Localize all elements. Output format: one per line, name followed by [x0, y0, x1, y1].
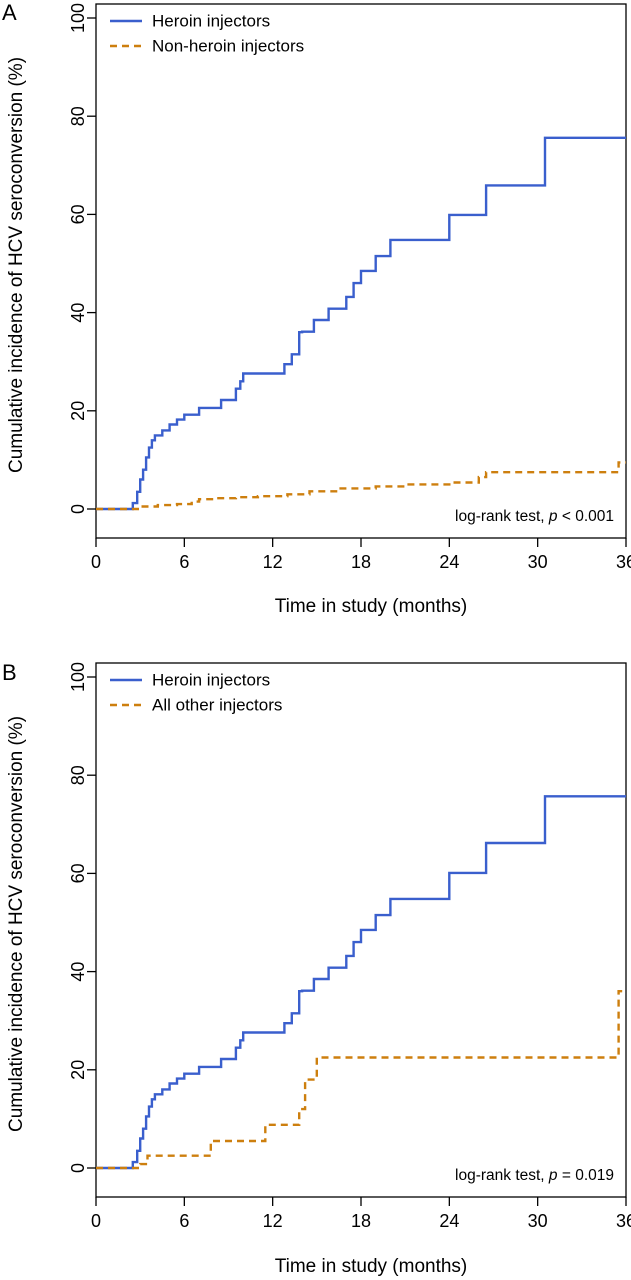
- x-axis-title: Time in study (months): [275, 1256, 468, 1277]
- legend-label: Heroin injectors: [152, 12, 270, 31]
- y-tick-label: 60: [68, 863, 88, 883]
- x-tick-label: 36: [616, 552, 631, 572]
- x-tick-label: 30: [528, 1211, 548, 1231]
- y-tick-label: 40: [68, 962, 88, 982]
- y-axis-title: Cumulative incidence of HCV seroconversi…: [6, 57, 27, 473]
- annotation-logrank: log-rank test, p = 0.019: [455, 1167, 614, 1184]
- y-tick-label: 0: [68, 1163, 88, 1173]
- x-axis-title: Time in study (months): [275, 596, 468, 617]
- x-tick-label: 0: [91, 1211, 101, 1231]
- x-tick-label: 30: [528, 552, 548, 572]
- y-tick-label: 20: [68, 401, 88, 421]
- x-tick-label: 24: [439, 1211, 459, 1231]
- y-tick-label: 100: [68, 3, 88, 33]
- series-line-other: [96, 990, 626, 1170]
- y-tick-label: 80: [68, 765, 88, 785]
- x-tick-label: 6: [179, 1211, 189, 1231]
- panel-letter: A: [2, 0, 17, 25]
- y-tick-label: 40: [68, 303, 88, 323]
- legend-label: All other injectors: [152, 696, 282, 715]
- x-tick-label: 18: [351, 1211, 371, 1231]
- series-line-other: [96, 461, 626, 511]
- panel-letter: B: [2, 660, 17, 685]
- legend-label: Heroin injectors: [152, 671, 270, 690]
- y-axis-title: Cumulative incidence of HCV seroconversi…: [6, 716, 27, 1132]
- x-tick-label: 36: [616, 1211, 631, 1231]
- y-tick-label: 100: [68, 662, 88, 692]
- legend-label: Non-heroin injectors: [152, 37, 304, 56]
- annotation-logrank: log-rank test, p < 0.001: [455, 508, 614, 525]
- series-line-heroin: [96, 795, 626, 1170]
- chart-panel-a: A 0 20 40 60 80 100 0 6 12 18 24 30 36 Time in study (…: [2, 0, 631, 617]
- y-tick-label: 20: [68, 1060, 88, 1080]
- x-tick-label: 12: [263, 552, 283, 572]
- x-tick-label: 0: [91, 552, 101, 572]
- x-tick-label: 12: [263, 1211, 283, 1231]
- y-tick-label: 60: [68, 204, 88, 224]
- y-tick-label: 0: [68, 504, 88, 514]
- x-tick-label: 6: [179, 552, 189, 572]
- y-tick-label: 80: [68, 106, 88, 126]
- series-line-heroin: [96, 136, 626, 511]
- x-tick-label: 18: [351, 552, 371, 572]
- x-tick-label: 24: [439, 552, 459, 572]
- chart-panel-b: B 0 20 40 60 80 100 0 6 12 18 24 30 36 Time in study (…: [2, 660, 631, 1277]
